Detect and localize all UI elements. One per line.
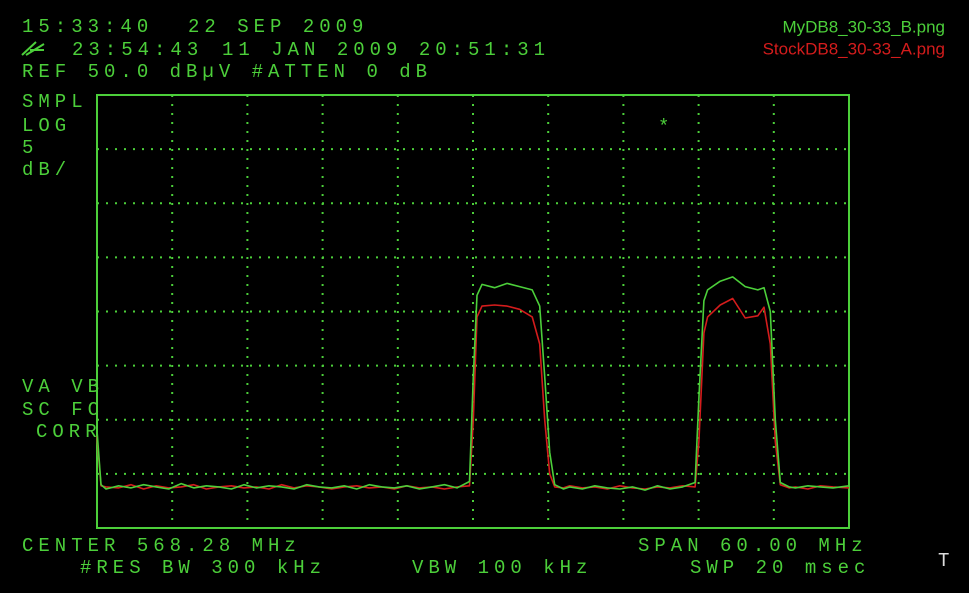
left-label: LOG (22, 115, 71, 137)
res-bw: #RES BW 300 kHz (80, 557, 326, 579)
trace (96, 297, 850, 490)
date: 22 SEP 2009 (188, 16, 368, 38)
status-label: VA VB (22, 376, 104, 398)
reference-icon (21, 41, 45, 56)
marker: * (658, 116, 674, 138)
ref-time: 23:54:43 (72, 39, 203, 61)
left-label: 5 (22, 137, 38, 159)
vbw: VBW 100 kHz (412, 557, 592, 579)
ref-level: REF 50.0 dBµV #ATTEN 0 dB (22, 61, 432, 83)
corner-label: T (938, 550, 954, 572)
status-label: CORR (36, 421, 102, 443)
left-label: dB/ (22, 159, 71, 181)
span: SPAN 60.00 MHz (638, 535, 868, 557)
legend-entry: StockDB8_30-33_A.png (763, 39, 945, 58)
status-label: SC FC (22, 399, 104, 421)
left-label: SMPL (22, 91, 88, 113)
legend-entry: MyDB8_30-33_B.png (782, 17, 945, 36)
plot-border (96, 94, 850, 529)
center-freq: CENTER 568.28 MHz (22, 535, 301, 557)
ref-date: 11 JAN 2009 20:51:31 (222, 39, 550, 61)
sweep: SWP 20 msec (690, 557, 870, 579)
time: 15:33:40 (22, 16, 153, 38)
trace (96, 276, 850, 491)
